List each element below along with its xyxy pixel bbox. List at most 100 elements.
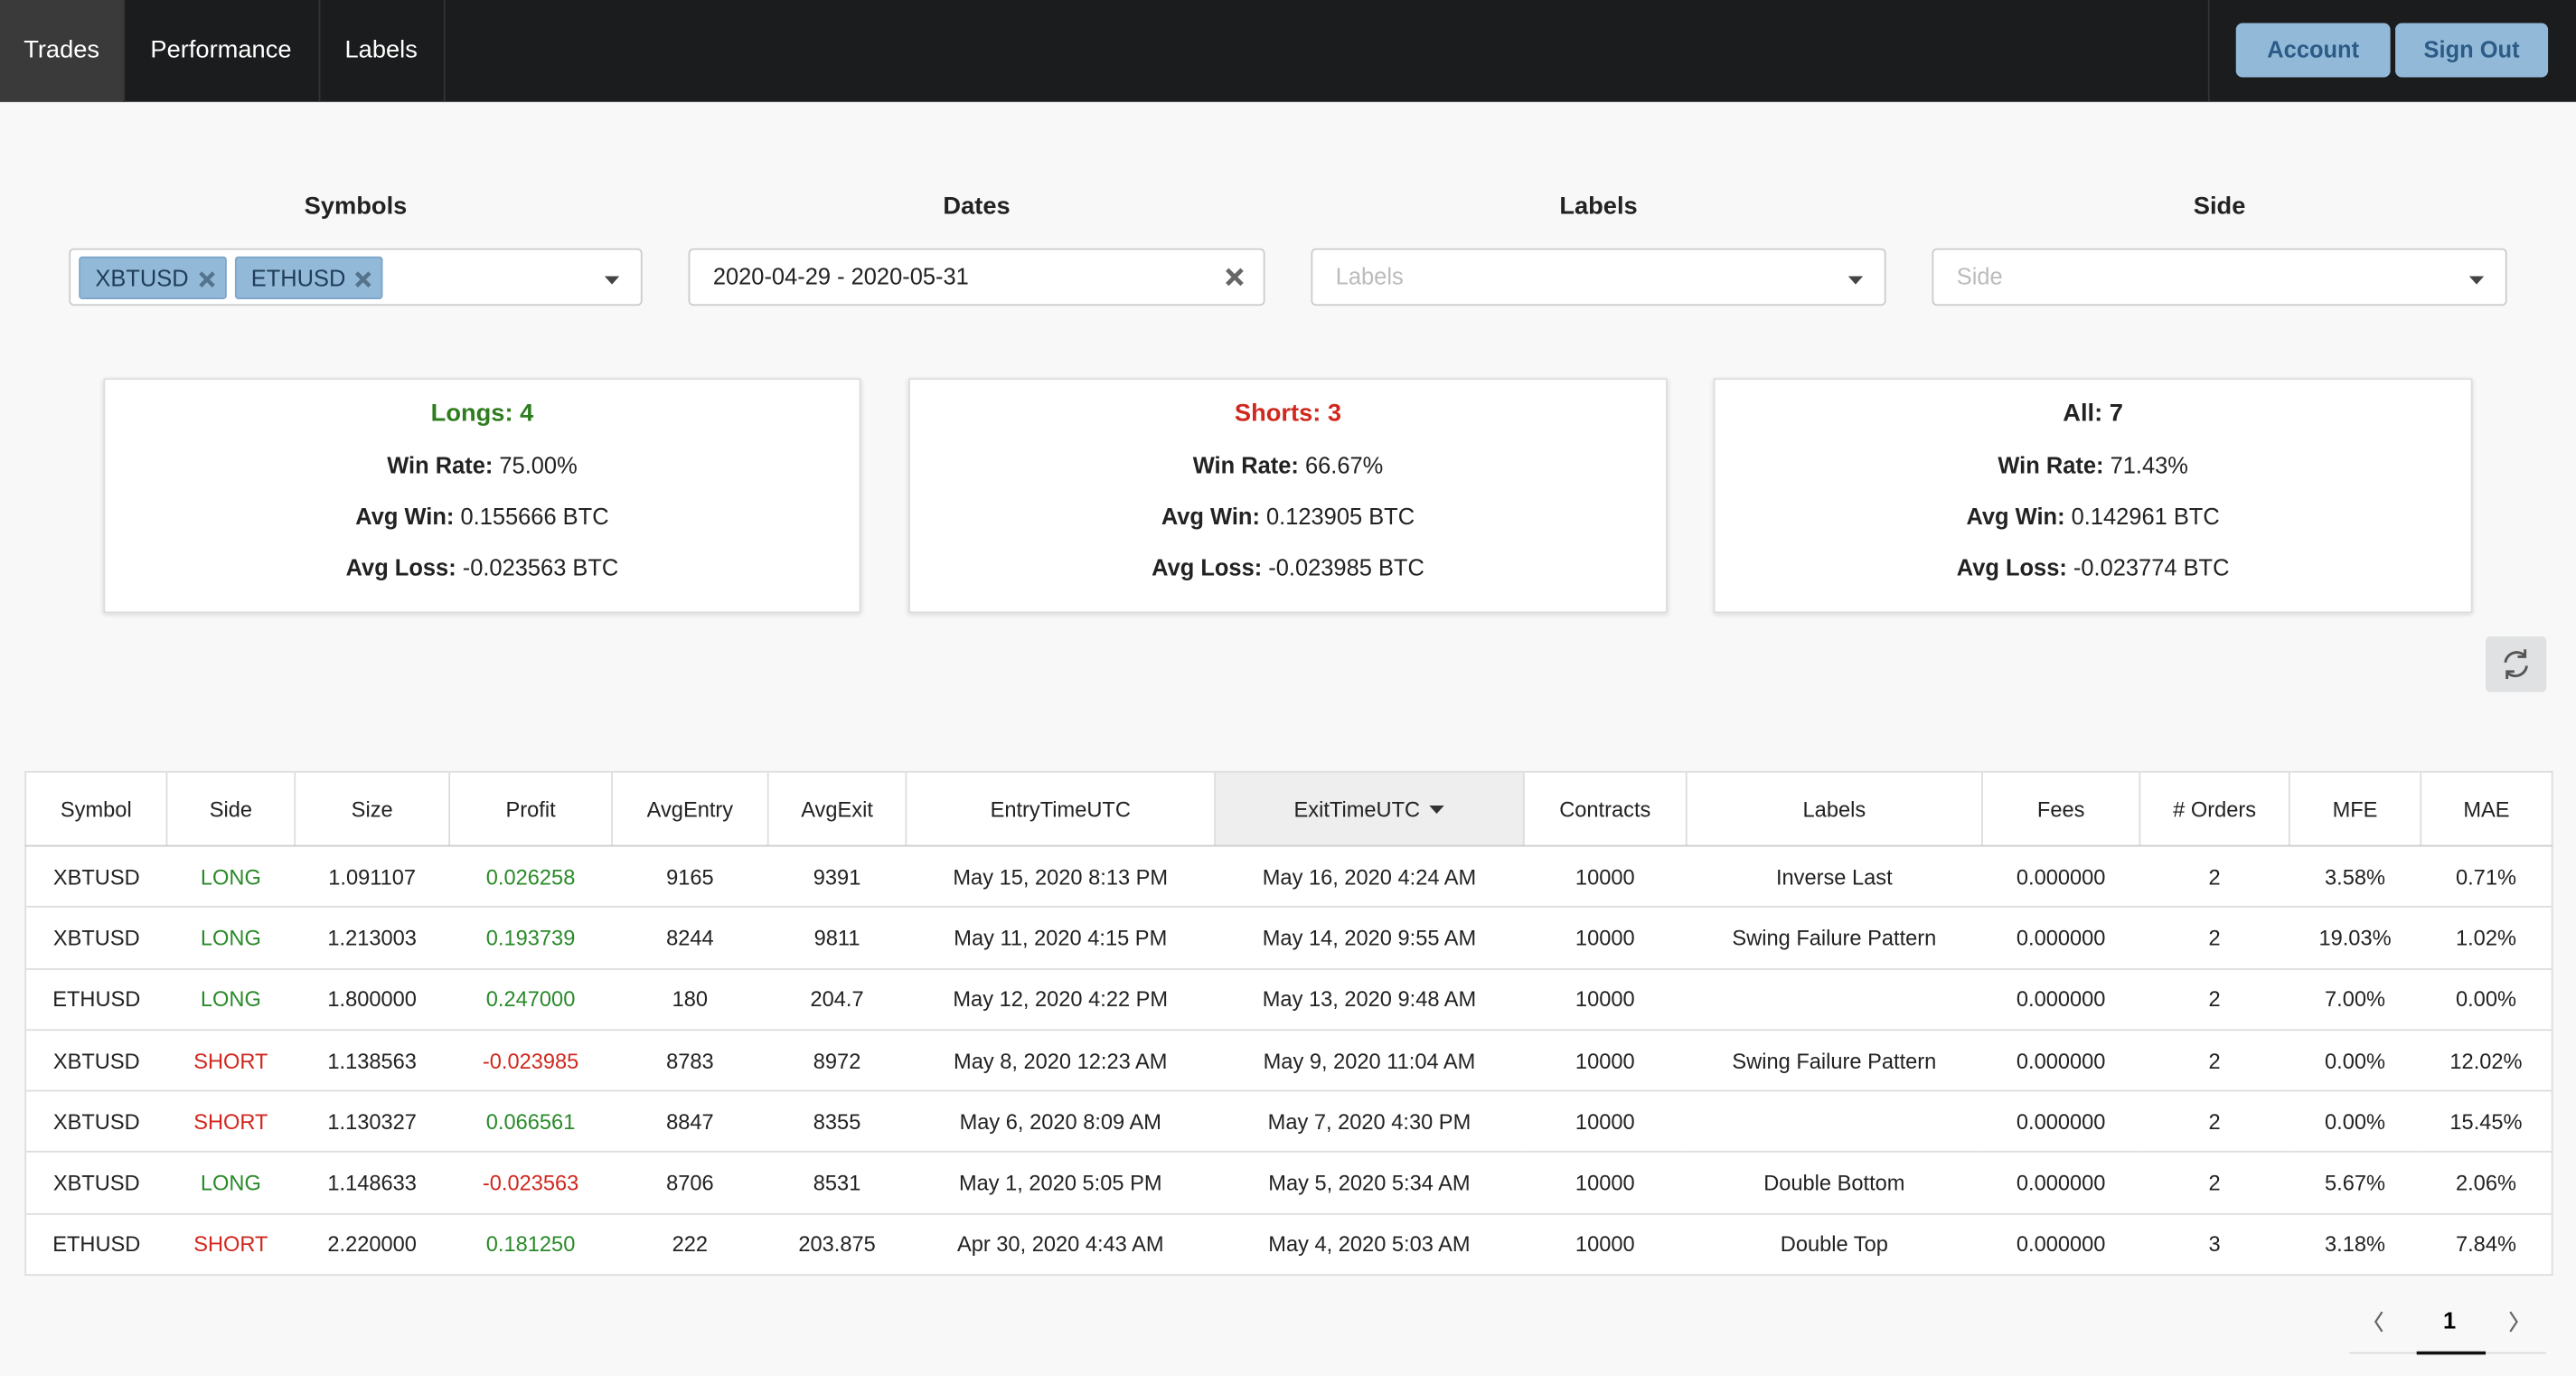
table-cell: 222 (612, 1212, 768, 1276)
column-header[interactable]: Size (295, 771, 451, 847)
table-cell: May 11, 2020 4:15 PM (906, 906, 1216, 969)
column-header[interactable]: ExitTimeUTC (1215, 771, 1525, 847)
page-number[interactable]: 1 (2443, 1308, 2456, 1334)
table-cell: 12.02% (2421, 1029, 2552, 1091)
next-page[interactable] (2509, 1311, 2518, 1333)
table-cell: May 13, 2020 9:48 AM (1215, 967, 1524, 1031)
table-cell: 0.00% (2421, 967, 2552, 1031)
nav-tab[interactable]: Labels (319, 0, 446, 102)
stat-row: Avg Loss: -0.023985 BTC (910, 554, 1666, 580)
table-cell: 0.000000 (1981, 906, 2140, 969)
table-row: XBTUSD SHORT 1.130327 0.066561 8847 8355 May 6… (25, 1089, 2552, 1153)
table-cell: XBTUSD (25, 844, 167, 908)
filter-placeholder: Side (1956, 262, 2003, 290)
prev-page[interactable] (2374, 1311, 2383, 1333)
table-cell: XBTUSD (25, 906, 167, 969)
table-cell: 9811 (767, 906, 907, 969)
table-cell: SHORT (166, 1029, 296, 1091)
stat-label: Avg Loss: (1152, 553, 1263, 580)
nav-button[interactable]: Sign Out (2395, 23, 2549, 78)
table-cell: 8783 (612, 1029, 768, 1091)
stat-row: Avg Loss: -0.023563 BTC (105, 554, 859, 580)
header-text: Labels (1802, 796, 1866, 822)
nav-tab[interactable]: Performance (123, 0, 321, 102)
column-header[interactable]: EntryTimeUTC (906, 771, 1217, 847)
table-row: ETHUSD SHORT 2.220000 0.181250 222 203.875 Apr… (25, 1212, 2552, 1276)
table-cell: 10000 (1523, 1212, 1687, 1276)
column-header[interactable]: AvgExit (767, 771, 907, 847)
stat-label: Avg Loss: (345, 553, 456, 580)
table-cell: 1.800000 (295, 967, 450, 1031)
remove-tag[interactable] (198, 271, 215, 287)
column-header[interactable]: MAE (2421, 771, 2552, 847)
table-cell: 0.00% (2289, 1029, 2421, 1091)
table-row: XBTUSD LONG 1.091107 0.026258 9165 9391 May 15… (25, 844, 2552, 908)
nav-tab[interactable]: Trades (0, 0, 126, 102)
table-cell: 2.220000 (295, 1212, 450, 1276)
stat-row: Avg Loss: -0.023774 BTC (1716, 554, 2471, 580)
stat-label: Avg Win: (355, 503, 455, 530)
table-cell: 1.213003 (295, 906, 450, 969)
table-cell: XBTUSD (25, 1151, 167, 1214)
filter-input[interactable]: Labels (1311, 248, 1886, 306)
clear-dates[interactable] (1226, 268, 1244, 287)
column-header[interactable]: Profit (449, 771, 613, 847)
table-cell: 1.091107 (295, 844, 450, 908)
stat-row: Avg Win: 0.142961 BTC (1716, 503, 2471, 529)
table-cell: -0.023985 (449, 1029, 613, 1091)
table-cell: May 9, 2020 11:04 AM (1215, 1029, 1524, 1091)
filter-input[interactable]: Side (1932, 248, 2507, 306)
table-cell: -0.023563 (449, 1151, 613, 1214)
tag: XBTUSD (79, 256, 227, 299)
column-header[interactable]: Fees (1981, 771, 2141, 847)
sort-caret[interactable] (1430, 805, 1445, 814)
table-cell: 10000 (1523, 906, 1687, 969)
table-cell: SHORT (166, 1212, 296, 1276)
table-cell: LONG (166, 967, 296, 1031)
stat-row: Avg Win: 0.155666 BTC (105, 503, 859, 529)
table-cell: 0.000000 (1981, 1151, 2140, 1214)
table-cell: Swing Failure Pattern (1686, 1029, 1982, 1091)
filter-input[interactable]: XBTUSD ETHUSD (69, 248, 643, 306)
column-header[interactable]: Symbol (25, 771, 168, 847)
table-cell (1686, 1089, 1982, 1153)
filter-input[interactable]: 2020-04-29 - 2020-05-31 (688, 248, 1265, 306)
header-text: Fees (2036, 796, 2085, 822)
dropdown-caret[interactable] (604, 276, 620, 285)
table-cell: 2 (2139, 906, 2289, 969)
stat-value: -0.023774 BTC (2073, 553, 2230, 580)
stat-value: 66.67% (1304, 452, 1384, 479)
table-cell: Double Top (1686, 1212, 1982, 1276)
table-row: ETHUSD LONG 1.800000 0.247000 180 204.7 May 12… (25, 967, 2552, 1031)
dropdown-caret[interactable] (1847, 276, 1864, 285)
table-row: XBTUSD SHORT 1.138563 -0.023985 8783 8972 May … (25, 1029, 2552, 1091)
table-cell: 7.84% (2421, 1212, 2552, 1276)
table-cell: 8355 (767, 1089, 907, 1153)
header-text: AvgEntry (646, 796, 734, 822)
column-header[interactable]: AvgEntry (612, 771, 769, 847)
header-text: EntryTimeUTC (990, 796, 1131, 822)
table-cell: 0.000000 (1981, 1029, 2140, 1091)
remove-tag[interactable] (355, 271, 372, 287)
column-header[interactable]: Contracts (1523, 771, 1688, 847)
column-header[interactable]: MFE (2289, 771, 2422, 847)
refresh-button[interactable] (2486, 636, 2547, 693)
table-cell: May 14, 2020 9:55 AM (1215, 906, 1524, 969)
table-cell: May 8, 2020 12:23 AM (906, 1029, 1216, 1091)
table-cell: May 4, 2020 5:03 AM (1215, 1212, 1524, 1276)
column-header[interactable]: Side (166, 771, 296, 847)
table-cell: 0.000000 (1981, 967, 2140, 1031)
table-cell: LONG (166, 1151, 296, 1214)
stat-title: Longs: 4 (430, 399, 534, 428)
stat-row: Win Rate: 66.67% (910, 452, 1666, 478)
stat-row: Win Rate: 71.43% (1716, 452, 2471, 478)
dropdown-caret[interactable] (2468, 276, 2485, 285)
column-header[interactable]: Labels (1686, 771, 1983, 847)
table-cell: 0.71% (2421, 844, 2552, 908)
table-cell: 2 (2139, 1089, 2289, 1153)
column-header[interactable]: # Orders (2139, 771, 2290, 847)
table-cell: XBTUSD (25, 1029, 167, 1091)
nav-button[interactable]: Account (2235, 23, 2391, 78)
table-cell: 1.138563 (295, 1029, 450, 1091)
